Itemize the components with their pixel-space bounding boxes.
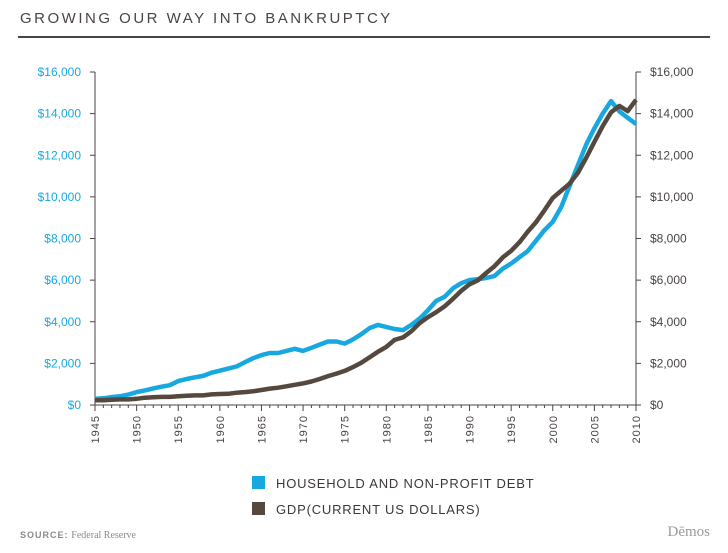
brand-logo: Dēmos [667,524,711,540]
x-tick-label: 2010 [631,415,643,443]
left-y-tick-label: $4,000 [44,315,81,329]
legend-label-gdp: GDP(CURRENT US DOLLARS) [276,502,481,517]
right-y-tick-label: $4,000 [650,315,687,329]
x-tick-label: 1990 [465,415,477,443]
x-tick-label: 1950 [132,415,144,443]
x-tick-label: 2005 [589,415,601,443]
right-y-tick-label: $2,000 [650,356,687,370]
x-tick-label: 1995 [506,415,518,443]
left-y-tick-label: $8,000 [44,232,81,246]
x-tick-label: 1980 [381,415,393,443]
chart-title: GROWING OUR WAY INTO BANKRUPTCY [20,10,393,27]
left-y-tick-label: $10,000 [38,190,82,204]
title-divider [18,36,710,38]
x-tick-label: 1945 [90,415,102,443]
right-y-tick-label: $0 [650,398,664,412]
left-y-tick-label: $2,000 [44,356,81,370]
source-note: SOURCE: Federal Reserve [20,530,136,541]
x-tick-label: 1985 [423,415,435,443]
right-y-tick-label: $14,000 [650,107,694,121]
x-tick-label: 1970 [298,415,310,443]
source-label: SOURCE: [20,530,69,540]
left-y-tick-label: $14,000 [38,107,82,121]
right-y-tick-label: $6,000 [650,273,687,287]
legend-swatch-debt [252,476,265,489]
left-y-tick-label: $12,000 [38,148,82,162]
right-y-tick-label: $16,000 [650,65,694,79]
series-line-gdp [95,98,638,403]
x-tick-label: 2000 [548,415,560,443]
x-tick-label: 1975 [340,415,352,443]
legend-swatch-gdp [252,502,265,515]
x-tick-label: 1955 [173,415,185,443]
left-y-tick-label: $0 [68,398,82,412]
left-y-tick-label: $6,000 [44,273,81,287]
left-y-tick-label: $16,000 [38,65,82,79]
right-y-tick-label: $10,000 [650,190,694,204]
x-tick-label: 1965 [256,415,268,443]
source-text: Federal Reserve [71,530,136,541]
series-line-debt [94,98,638,402]
right-y-tick-label: $12,000 [650,148,694,162]
x-tick-label: 1960 [215,415,227,443]
legend-label-debt: HOUSEHOLD AND NON-PROFIT DEBT [276,476,534,491]
right-y-tick-label: $8,000 [650,232,687,246]
line-chart: $0 $0 $2,000 $2,000 $4,000 $4,000 $6,000 $6,000… [38,65,694,517]
